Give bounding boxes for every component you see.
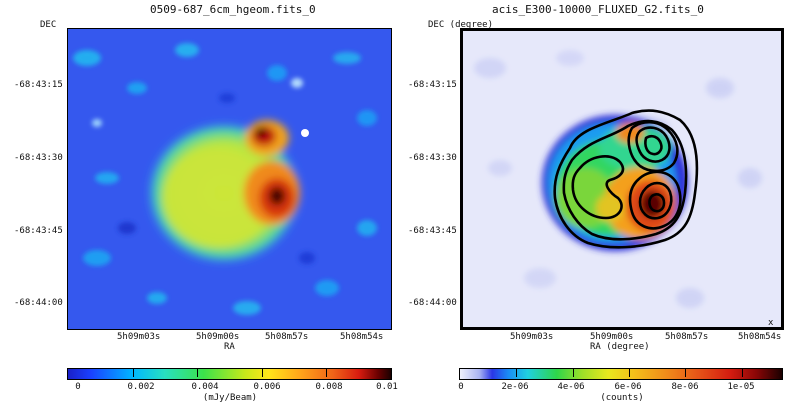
right-colorbar: [459, 368, 783, 380]
right-colorbar-tick-5: 1e-05: [727, 382, 755, 392]
right-image-frame: [460, 28, 784, 330]
right-ra-tick-2: 5h09m00s: [590, 332, 634, 342]
left-colorbar-tick-3: 0.006: [253, 382, 281, 392]
left-dec-tick-4: -68:44:00: [14, 298, 63, 308]
right-colorbar-tick-2: 4e-06: [557, 382, 585, 392]
right-image-corner-mark: x: [768, 318, 774, 328]
left-dec-tick-1: -68:43:15: [14, 80, 63, 90]
left-colorbar-tick-1: 0.002: [127, 382, 155, 392]
left-colorbar-tick-0: 0: [75, 382, 81, 392]
right-ra-tick-3: 5h08m57s: [665, 332, 709, 342]
left-image-title: 0509-687_6cm_hgeom.fits_0: [150, 3, 316, 16]
right-image-title: acis_E300-10000_FLUXED_G2.fits_0: [492, 3, 704, 16]
right-xray-image[interactable]: [460, 28, 784, 330]
right-colorbar-tick-4: 8e-06: [671, 382, 699, 392]
left-colorbar-tick-5: 0.01: [376, 382, 398, 392]
left-dec-tick-2: -68:43:30: [14, 153, 63, 163]
xray-map-svg: [474, 50, 762, 308]
right-ra-tick-1: 5h09m03s: [510, 332, 554, 342]
left-dec-axis-label: DEC: [40, 20, 57, 30]
right-colorbar-tick-0: 0: [458, 382, 464, 392]
left-ra-tick-1: 5h09m03s: [117, 332, 161, 342]
right-colorbar-tick-1: 2e-06: [501, 382, 529, 392]
left-ra-tick-4: 5h08m54s: [340, 332, 384, 342]
right-dec-axis-label: DEC (degree): [428, 20, 494, 30]
left-colorbar-tick-4: 0.008: [315, 382, 343, 392]
right-dec-tick-2: -68:43:30: [408, 153, 457, 163]
right-colorbar-unit: (counts): [600, 393, 644, 403]
left-colorbar-unit: (mJy/Beam): [202, 393, 258, 403]
right-dec-tick-1: -68:43:15: [408, 80, 457, 90]
right-dec-tick-3: -68:43:45: [408, 226, 457, 236]
bright-source-dot: [301, 129, 309, 137]
left-radio-image[interactable]: [67, 28, 392, 330]
left-ra-tick-2: 5h09m00s: [196, 332, 240, 342]
left-colorbar-tick-2: 0.004: [191, 382, 219, 392]
radio-map-svg: [73, 43, 377, 315]
right-dec-tick-4: -68:44:00: [408, 298, 457, 308]
left-ra-axis-label: RA: [224, 342, 235, 352]
right-ra-tick-4: 5h08m54s: [738, 332, 782, 342]
right-ra-axis-label: RA (degree): [590, 342, 650, 352]
contour-lines: [553, 109, 699, 249]
left-dec-tick-3: -68:43:45: [14, 226, 63, 236]
left-ra-tick-3: 5h08m57s: [265, 332, 309, 342]
right-colorbar-tick-3: 6e-06: [614, 382, 642, 392]
left-image-frame: [67, 28, 392, 330]
left-colorbar: [67, 368, 392, 380]
